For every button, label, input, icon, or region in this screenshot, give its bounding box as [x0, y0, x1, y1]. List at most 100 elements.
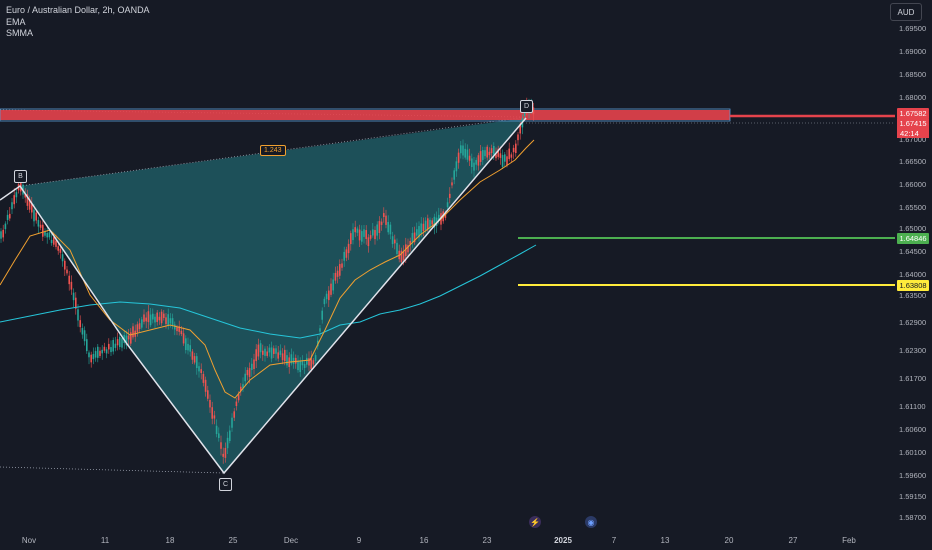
candle-body [125, 335, 128, 346]
candle-body [354, 227, 356, 233]
price-tag-green-level: 1.64846 [897, 233, 929, 244]
candle-body [220, 442, 222, 449]
candle-body [235, 401, 238, 407]
candle-body [376, 224, 378, 236]
time-axis-label: 18 [166, 536, 175, 545]
candle-body [149, 314, 152, 326]
candle-body [292, 357, 295, 364]
candle-body [138, 323, 141, 330]
candle-body [314, 355, 317, 361]
candle-body [365, 230, 367, 239]
candle-body [257, 344, 260, 357]
candle-body [72, 292, 75, 301]
candle-body [297, 360, 299, 371]
price-tag-yellow-level: 1.63808 [897, 280, 929, 291]
price-tick-label: 1.58700 [899, 513, 926, 522]
candle-body [460, 145, 462, 154]
pattern-label-d: D [520, 100, 533, 113]
candle-body [339, 264, 341, 276]
candle-body [319, 328, 321, 332]
candle-body [396, 242, 398, 254]
lightning-icon[interactable]: ⚡ [529, 516, 541, 528]
candle-body [24, 193, 26, 198]
candle-body [116, 339, 119, 346]
price-tick-label: 1.64000 [899, 270, 926, 279]
price-tick-label: 1.60600 [899, 425, 926, 434]
candle-body [193, 356, 196, 363]
price-tick-label: 1.59600 [899, 471, 926, 480]
currency-button[interactable]: AUD [890, 3, 922, 21]
candle-body [108, 343, 110, 350]
candle-body [207, 390, 209, 399]
candle-body [332, 279, 334, 291]
indicator-smma[interactable]: SMMA [6, 28, 33, 38]
indicator-ema[interactable]: EMA [6, 16, 26, 27]
candle-body [409, 240, 411, 246]
candle-body [385, 215, 387, 225]
candle-body [158, 316, 161, 321]
candle-body [218, 433, 220, 438]
candle-body [262, 350, 264, 355]
candle-body [37, 220, 40, 227]
globe-icon[interactable]: ◉ [585, 516, 597, 528]
price-tick-label: 1.64500 [899, 247, 926, 256]
price-tag-last: 1.67415 [897, 118, 929, 129]
price-tick-label: 1.69000 [899, 47, 926, 56]
candle-body [411, 233, 414, 243]
candle-body [59, 248, 62, 253]
candle-body [15, 192, 18, 198]
candle-body [281, 353, 284, 361]
candle-body [387, 221, 389, 233]
candle-body [226, 437, 229, 449]
candle-body [79, 320, 81, 328]
candle-body [473, 162, 475, 171]
candle-body [363, 229, 365, 237]
candle-body [0, 231, 2, 239]
candle-body [451, 182, 453, 186]
candle-body [374, 230, 376, 240]
candle-body [378, 221, 381, 234]
price-tick-label: 1.69500 [899, 24, 926, 33]
candle-body [273, 348, 275, 354]
time-axis-label: 23 [483, 536, 492, 545]
candle-body [136, 324, 139, 333]
candle-body [334, 272, 337, 281]
candle-body [457, 152, 460, 163]
candle-body [178, 326, 180, 332]
price-tick-label: 1.61700 [899, 374, 926, 383]
candle-body [86, 339, 88, 352]
price-tick-label: 1.59150 [899, 492, 926, 501]
candle-body [64, 260, 66, 270]
candle-body [488, 151, 491, 156]
candle-body [310, 357, 312, 369]
candle-body [499, 153, 502, 158]
candle-body [83, 330, 86, 342]
candle-body [369, 235, 372, 239]
candle-body [50, 239, 53, 244]
candle-body [215, 425, 218, 435]
candle-body [394, 239, 396, 244]
candle-body [270, 347, 273, 359]
candle-body [517, 134, 519, 141]
candle-body [53, 237, 55, 245]
candle-body [2, 229, 4, 238]
candle-body [358, 229, 361, 241]
candle-body [244, 373, 246, 382]
red-zone-band[interactable] [0, 110, 730, 120]
symbol-title[interactable]: Euro / Australian Dollar, 2h, OANDA [6, 5, 150, 15]
candle-body [202, 373, 205, 383]
time-axis-label: 13 [661, 536, 670, 545]
candle-body [303, 364, 306, 368]
candle-body [224, 448, 227, 458]
candle-body [497, 148, 499, 157]
candle-body [321, 310, 323, 320]
candle-body [372, 229, 374, 236]
candle-body [233, 411, 235, 418]
price-tick-label: 1.62900 [899, 318, 926, 327]
candle-body [231, 417, 233, 428]
candle-body [39, 224, 42, 228]
price-tick-label: 1.66000 [899, 180, 926, 189]
price-tick-label: 1.65500 [899, 203, 926, 212]
pattern-label-b: B [14, 170, 27, 183]
